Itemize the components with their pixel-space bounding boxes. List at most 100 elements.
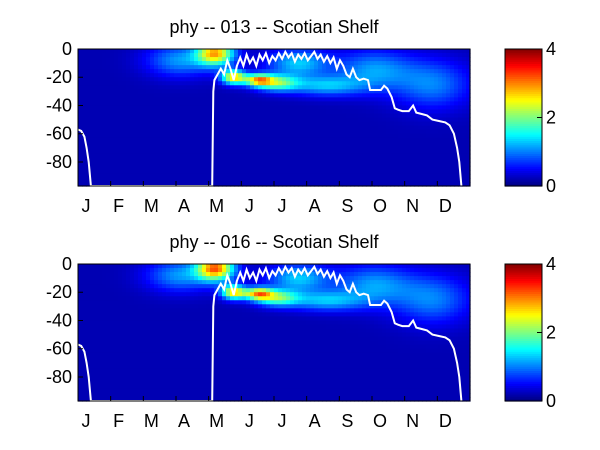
heatmap-cell <box>206 173 211 179</box>
heatmap-cell <box>346 109 351 115</box>
heatmap-cell <box>226 296 231 301</box>
heatmap-cell <box>278 73 283 78</box>
heatmap-cell <box>222 376 227 382</box>
heatmap-cell <box>234 109 239 115</box>
heatmap-cell <box>106 364 111 370</box>
colorbar-band <box>505 130 542 134</box>
heatmap-cell <box>186 340 191 346</box>
heatmap-cell <box>222 117 227 123</box>
heatmap-cell <box>374 145 379 151</box>
heatmap-cell <box>122 117 127 123</box>
heatmap-cell <box>174 344 179 350</box>
heatmap-cell <box>250 65 255 70</box>
heatmap-cell <box>102 264 107 269</box>
heatmap-cell <box>230 149 235 155</box>
heatmap-cell <box>134 296 139 301</box>
heatmap-cell <box>170 97 175 102</box>
heatmap-cell <box>230 105 235 111</box>
heatmap-cell <box>90 276 95 281</box>
heatmap-cell <box>238 161 243 167</box>
heatmap-cell <box>178 161 183 167</box>
heatmap-cell <box>302 121 307 127</box>
heatmap-cell <box>254 328 259 334</box>
heatmap-cell <box>462 85 467 90</box>
heatmap-cell <box>378 173 383 179</box>
heatmap-cell <box>342 161 347 167</box>
heatmap-cell <box>170 316 175 322</box>
heatmap-cell <box>98 384 103 390</box>
heatmap-cell <box>86 384 91 390</box>
heatmap-cell <box>398 109 403 115</box>
heatmap-cell <box>250 324 255 330</box>
heatmap-cell <box>310 165 315 171</box>
heatmap-cell <box>86 280 91 285</box>
heatmap-cell <box>350 93 355 98</box>
heatmap-cell <box>162 161 167 167</box>
heatmap-cell <box>370 65 375 70</box>
heatmap-cell <box>290 61 295 66</box>
heatmap-cell <box>94 77 99 82</box>
heatmap-cell <box>162 169 167 175</box>
heatmap-cell <box>114 320 119 326</box>
heatmap-cell <box>234 264 239 269</box>
heatmap-cell <box>462 129 467 135</box>
heatmap-cell <box>202 109 207 115</box>
heatmap-cell <box>174 85 179 90</box>
heatmap-cell <box>450 181 455 187</box>
heatmap-cell <box>138 304 143 309</box>
heatmap-cell <box>90 380 95 386</box>
heatmap-cell <box>246 316 251 322</box>
heatmap-cell <box>130 69 135 74</box>
heatmap-cell <box>254 173 259 179</box>
heatmap-cell <box>86 53 91 58</box>
heatmap-cell <box>310 93 315 98</box>
heatmap-cell <box>466 65 471 70</box>
heatmap-cell <box>98 109 103 115</box>
heatmap-cell <box>174 165 179 171</box>
heatmap-cell <box>182 308 187 313</box>
heatmap-cell <box>390 165 395 171</box>
heatmap-cell <box>214 89 219 94</box>
heatmap-cell <box>138 177 143 183</box>
heatmap-cell <box>182 93 187 98</box>
heatmap-cell <box>90 117 95 123</box>
heatmap-cell <box>214 320 219 326</box>
heatmap-cell <box>194 304 199 309</box>
heatmap-cell <box>374 181 379 187</box>
heatmap-cell <box>122 268 127 273</box>
heatmap-cell <box>358 81 363 86</box>
heatmap-cell <box>206 316 211 322</box>
heatmap-cell <box>306 89 311 94</box>
heatmap-cell <box>458 149 463 155</box>
heatmap-cell <box>286 157 291 163</box>
heatmap-cell <box>90 284 95 289</box>
heatmap-cell <box>146 280 151 285</box>
x-tick-label: D <box>439 196 452 216</box>
heatmap-cell <box>426 53 431 58</box>
heatmap-cell <box>242 320 247 326</box>
heatmap-cell <box>282 49 287 54</box>
heatmap-cell <box>450 177 455 183</box>
heatmap-cell <box>450 101 455 107</box>
heatmap-cell <box>98 376 103 382</box>
heatmap-cell <box>138 332 143 338</box>
heatmap-cell <box>122 292 127 297</box>
heatmap-cell <box>198 304 203 309</box>
heatmap-cell <box>114 396 119 402</box>
heatmap-cell <box>318 137 323 143</box>
heatmap-cell <box>330 101 335 107</box>
heatmap-cell <box>206 125 211 131</box>
heatmap-cell <box>282 157 287 163</box>
heatmap-cell <box>218 368 223 374</box>
heatmap-cell <box>178 268 183 273</box>
heatmap-cell <box>322 93 327 98</box>
heatmap-cell <box>114 272 119 277</box>
heatmap-cell <box>302 181 307 187</box>
heatmap-cell <box>394 61 399 66</box>
heatmap-cell <box>238 121 243 127</box>
heatmap-cell <box>134 117 139 123</box>
heatmap-cell <box>94 376 99 382</box>
heatmap-cell <box>218 280 223 285</box>
heatmap-cell <box>322 141 327 147</box>
heatmap-cell <box>242 340 247 346</box>
